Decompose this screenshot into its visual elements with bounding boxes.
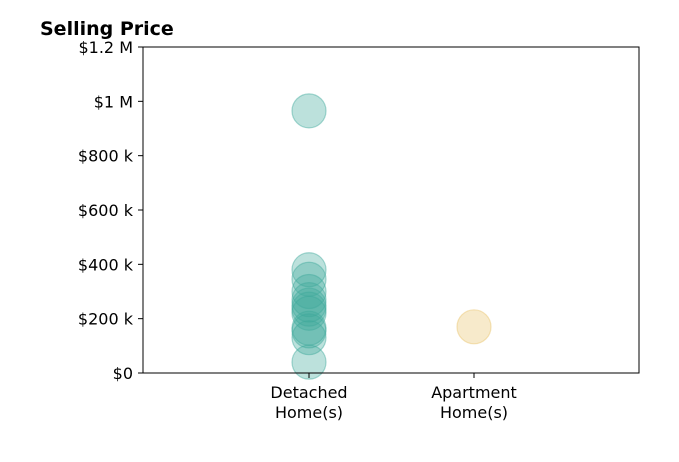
data-point: [291, 287, 327, 323]
y-tick-label: $1 M: [94, 92, 133, 111]
data-point: [291, 320, 327, 356]
data-point: [291, 291, 327, 327]
y-tick-label: $800 k: [78, 147, 134, 166]
data-point: [291, 252, 327, 288]
y-axis: $0 $200 k $400 k $600 k $800 k $1 M $1.2 M: [78, 38, 143, 383]
x-tick-label: Home(s): [275, 403, 343, 422]
data-points: [291, 93, 492, 380]
y-tick-label: $200 k: [78, 310, 134, 329]
x-tick-label: Home(s): [440, 403, 508, 422]
data-point: [291, 310, 327, 346]
y-tick-label: $1.2 M: [78, 38, 133, 57]
data-point: [291, 344, 327, 380]
data-point: [291, 295, 327, 331]
data-point: [291, 313, 327, 349]
data-point: [456, 309, 492, 345]
y-tick-label: $0: [113, 364, 133, 383]
data-point: [291, 93, 327, 129]
x-tick-label: Detached: [270, 383, 347, 402]
y-tick-label: $600 k: [78, 201, 134, 220]
data-point: [291, 261, 327, 297]
x-tick-label: Apartment: [431, 383, 517, 402]
chart-title: Selling Price: [40, 18, 174, 40]
data-point: [291, 282, 327, 318]
plot-frame: [142, 46, 640, 374]
y-tick-label: $400 k: [78, 255, 134, 274]
data-point: [291, 273, 327, 310]
